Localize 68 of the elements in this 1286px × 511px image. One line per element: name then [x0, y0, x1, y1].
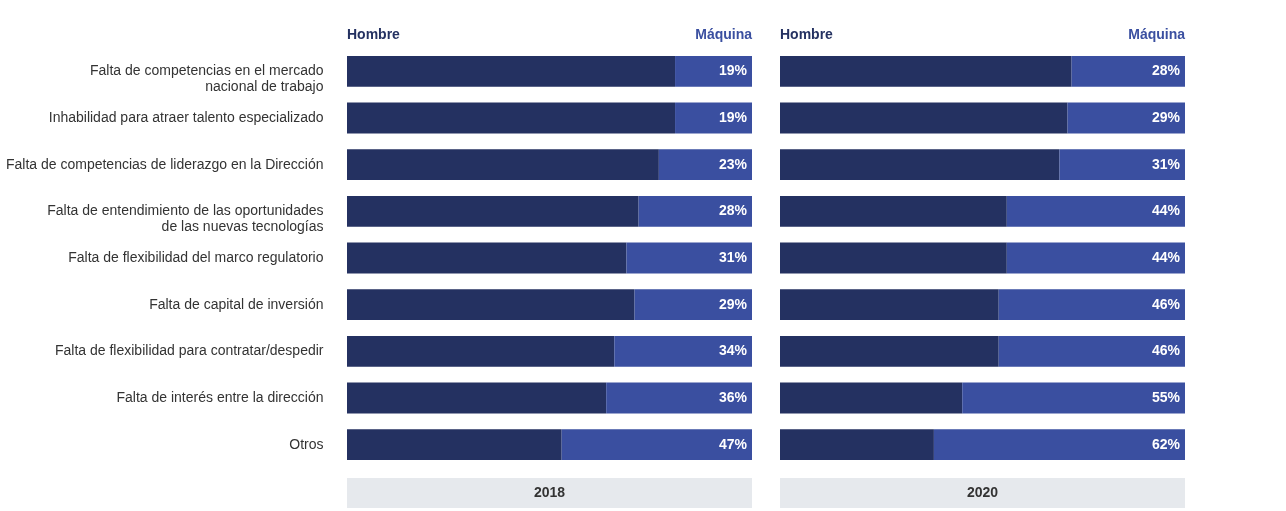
bar — [658, 149, 752, 181]
series-label: Hombre — [347, 26, 401, 42]
data-label: 31% — [718, 249, 748, 265]
data-label: 46% — [1151, 342, 1181, 359]
data-label: 36% — [718, 389, 748, 405]
y-tick-label: Falta de competencias en el mercado nacional de trabajo — [90, 62, 324, 95]
data-label: 47% — [718, 435, 748, 452]
bar — [780, 149, 1060, 181]
data-label: 44% — [1151, 202, 1181, 219]
data-label: 62% — [1151, 435, 1181, 452]
bar — [780, 195, 1007, 227]
text: 2020 — [966, 484, 999, 500]
bar — [347, 382, 607, 414]
bar — [933, 429, 1185, 461]
y-tick-label: Falta de flexibilidad del marco regulatorio — [68, 249, 324, 265]
data-label: 44% — [1151, 249, 1181, 265]
y-tick-label: Falta de interés entre la dirección — [116, 389, 324, 405]
bar — [614, 335, 752, 367]
data-label: 23% — [718, 155, 748, 172]
bar — [962, 382, 1185, 414]
data-label: 46% — [1151, 295, 1181, 312]
data-label: 34% — [718, 342, 748, 359]
bar — [347, 55, 676, 87]
series-label: Máquina — [1128, 26, 1186, 42]
bar — [347, 289, 635, 321]
y-tick-label: Inhabilidad para atraer talento especializado — [48, 109, 324, 125]
bar — [347, 335, 615, 367]
data-label: 28% — [718, 202, 748, 219]
data-label: 55% — [1151, 389, 1181, 405]
bar — [1067, 102, 1185, 134]
y-tick-label: Falta de competencias de liderazgo en la Dirección — [5, 155, 324, 172]
data-label: 19% — [718, 62, 748, 79]
bar — [347, 429, 562, 461]
bar — [1059, 149, 1185, 181]
data-label: 29% — [718, 295, 748, 312]
bar — [634, 289, 752, 321]
bar — [347, 149, 659, 181]
bar — [780, 382, 963, 414]
text: 2018 — [533, 484, 566, 500]
bar — [1006, 195, 1185, 227]
y-tick-label: Falta de entendimiento de las oportunidades de las nuevas tecnologías — [47, 202, 324, 235]
bar — [347, 102, 676, 134]
bar — [780, 55, 1072, 87]
bar — [780, 429, 934, 461]
bar — [675, 55, 752, 87]
bar — [606, 382, 752, 414]
bar — [1071, 55, 1185, 87]
data-label: 31% — [1151, 155, 1181, 172]
bar — [626, 242, 752, 274]
y-tick-label: Otros — [289, 435, 324, 452]
bar — [347, 242, 627, 274]
y-tick-label: Falta de capital de inversión — [149, 295, 324, 312]
bar — [347, 195, 639, 227]
data-label: 29% — [1151, 109, 1181, 125]
series-label: Hombre — [780, 26, 834, 42]
bar — [780, 102, 1068, 134]
series-label: Máquina — [695, 26, 753, 42]
bar — [561, 429, 752, 461]
bar — [780, 242, 1007, 274]
bar — [998, 289, 1185, 321]
y-tick-label: Falta de flexibilidad para contratar/despedir — [55, 342, 324, 359]
bar — [780, 289, 999, 321]
bar — [780, 335, 999, 367]
bar — [998, 335, 1185, 367]
bar — [638, 195, 752, 227]
data-label: 19% — [718, 109, 748, 125]
bar — [1006, 242, 1185, 274]
data-label: 28% — [1151, 62, 1181, 79]
